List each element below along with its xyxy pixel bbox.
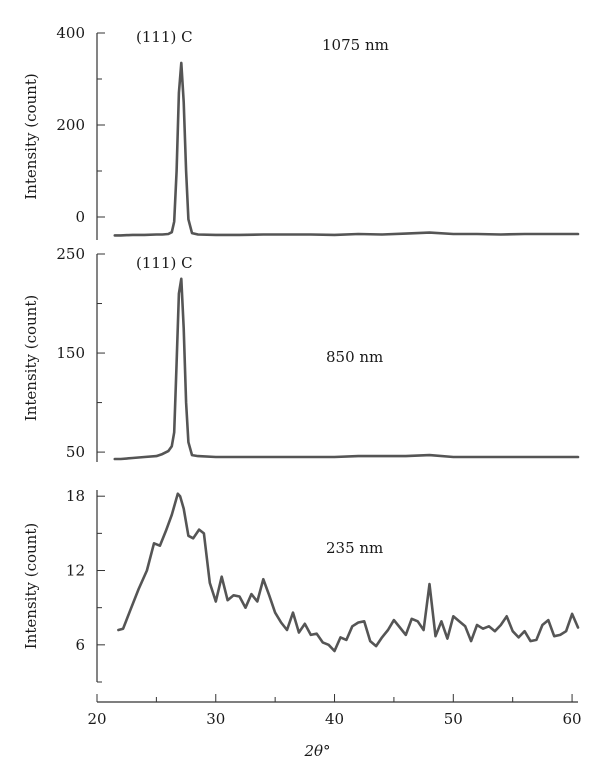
- annotation-label: 850 nm: [326, 348, 383, 366]
- y-tick-label: 50: [66, 443, 85, 461]
- series-line: [113, 61, 580, 237]
- panel-bottom: 6 12 18 Intensity (count) 235 nm 20 30 40 50 60 2θ…: [22, 487, 582, 760]
- x-tick-label: 50: [444, 710, 463, 728]
- series-line: [117, 492, 580, 653]
- y-axis-title: Intensity (count): [22, 73, 40, 199]
- annotation-label: (111) C: [136, 28, 193, 46]
- y-axis-title: Intensity (count): [22, 523, 40, 649]
- y-tick-label: 0: [75, 208, 85, 226]
- panel-top: 0 200 400 Intensity (count) (111) C 1075 nm: [22, 24, 580, 240]
- y-axis-title: Intensity (count): [22, 295, 40, 421]
- x-axis-title: 2θ°: [303, 742, 330, 760]
- annotation-label: (111) C: [136, 254, 193, 272]
- y-tick-label: 200: [56, 116, 85, 134]
- panel-middle: 50 150 250 Intensity (count) (111) C 850 nm: [22, 245, 580, 462]
- y-tick-label: 6: [75, 636, 85, 654]
- y-tick-label: 18: [66, 487, 85, 505]
- series-line: [113, 277, 580, 461]
- y-tick-label: 400: [56, 24, 85, 42]
- y-tick-label: 150: [56, 344, 85, 362]
- y-tick-label: 12: [66, 562, 85, 580]
- annotation-label: 1075 nm: [322, 36, 389, 54]
- y-tick-label: 250: [56, 245, 85, 263]
- annotation-label: 235 nm: [326, 539, 383, 557]
- x-tick-label: 40: [325, 710, 344, 728]
- x-tick-label: 30: [206, 710, 225, 728]
- x-tick-label: 20: [87, 710, 106, 728]
- x-tick-label: 60: [563, 710, 582, 728]
